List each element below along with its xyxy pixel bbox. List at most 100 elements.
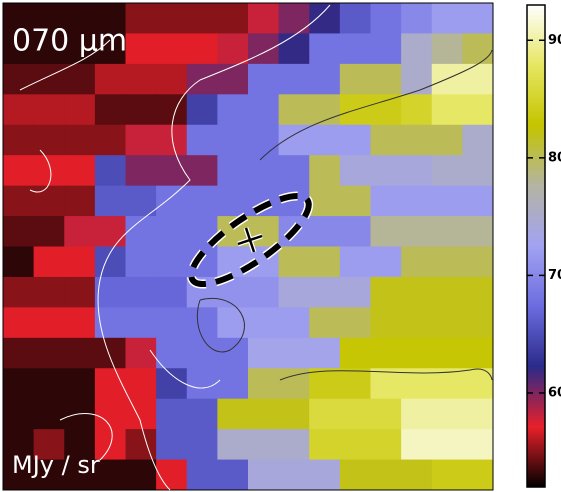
map-cell [156, 246, 188, 278]
map-cell [125, 246, 157, 278]
map-cell [186, 33, 218, 65]
map-cell [370, 307, 402, 339]
contour-lines [19, 4, 331, 491]
map-cell [94, 94, 126, 126]
map-cell [370, 216, 402, 247]
map-cell [64, 63, 96, 95]
colorbar-tick-label: 90 [548, 33, 561, 48]
map-cell [94, 124, 126, 156]
map-cell [248, 155, 280, 187]
map-cell [309, 337, 341, 369]
map-cell [462, 185, 494, 217]
map-cell [248, 94, 280, 126]
map-cell [370, 337, 402, 369]
map-cell [64, 216, 96, 247]
map-cell [248, 3, 280, 34]
map-cell [462, 337, 494, 369]
map-cell [370, 3, 402, 34]
map-cell [431, 368, 463, 400]
map-cell [3, 337, 35, 369]
map-cell [401, 63, 433, 95]
map-cell [156, 33, 188, 65]
map-cell [3, 429, 35, 461]
map-cell [309, 155, 341, 187]
map-cell [431, 429, 463, 461]
map-cell [309, 246, 341, 278]
map-cell [33, 337, 65, 369]
map-cell [462, 94, 494, 126]
map-cell [248, 398, 280, 430]
map-cell [64, 368, 96, 400]
map-cell [370, 459, 402, 491]
map-cell [401, 3, 433, 34]
colorbar-tick-label: 80 [548, 150, 561, 165]
map-cell [217, 368, 249, 400]
map-cell [217, 185, 249, 217]
map-cell [401, 398, 433, 430]
map-cell [339, 185, 371, 217]
map-cell [278, 63, 310, 95]
map-cell [339, 429, 371, 461]
map-cell [94, 3, 126, 34]
map-cell [217, 337, 249, 369]
map-cell [64, 33, 96, 65]
map-cell [370, 33, 402, 65]
colorbar-tick-label: 60 [548, 385, 561, 400]
map-cell [64, 307, 96, 339]
map-cell [186, 368, 218, 400]
map-cell [3, 63, 35, 95]
map-cell [3, 3, 35, 34]
map-cell [278, 429, 310, 461]
map-cell [94, 246, 126, 278]
map-cell [125, 368, 157, 400]
map-cell [339, 124, 371, 156]
map-cell [186, 124, 218, 156]
map-cell [125, 459, 157, 491]
map-cell [248, 307, 280, 339]
map-cell [33, 429, 65, 461]
map-cell [278, 459, 310, 491]
map-cell [278, 3, 310, 34]
map-cell [125, 216, 157, 247]
map-cell [125, 185, 157, 217]
map-cell [186, 337, 218, 369]
map-cell [278, 398, 310, 430]
map-cell [370, 368, 402, 400]
map-cell [33, 459, 65, 491]
map-cell [309, 185, 341, 217]
map-cell [156, 337, 188, 369]
map-cell [278, 124, 310, 156]
map-cell [309, 124, 341, 156]
map-cell [94, 216, 126, 247]
map-cell [309, 276, 341, 308]
map-cell [3, 124, 35, 156]
map-cell [248, 33, 280, 65]
map-cell [278, 33, 310, 65]
map-cell [278, 246, 310, 278]
map-cell [431, 3, 463, 34]
map-cell [125, 94, 157, 126]
map-cell [217, 429, 249, 461]
map-cell [3, 216, 35, 247]
map-cell [431, 276, 463, 308]
map-cell [339, 216, 371, 247]
map-cell [401, 459, 433, 491]
map-cell [339, 63, 371, 95]
map-cell [462, 276, 494, 308]
map-cell [248, 459, 280, 491]
map-cell [431, 459, 463, 491]
map-cell [125, 33, 157, 65]
map-cell [370, 63, 402, 95]
map-cell [431, 337, 463, 369]
map-cell [278, 155, 310, 187]
map-cell [186, 155, 218, 187]
map-cell [401, 276, 433, 308]
colorbar-ticks: 60 70 80 90 [527, 33, 561, 400]
map-cell [186, 3, 218, 34]
map-cell [309, 368, 341, 400]
map-cell [401, 185, 433, 217]
map-cell [462, 429, 494, 461]
map-cell [33, 307, 65, 339]
map-cell [278, 337, 310, 369]
